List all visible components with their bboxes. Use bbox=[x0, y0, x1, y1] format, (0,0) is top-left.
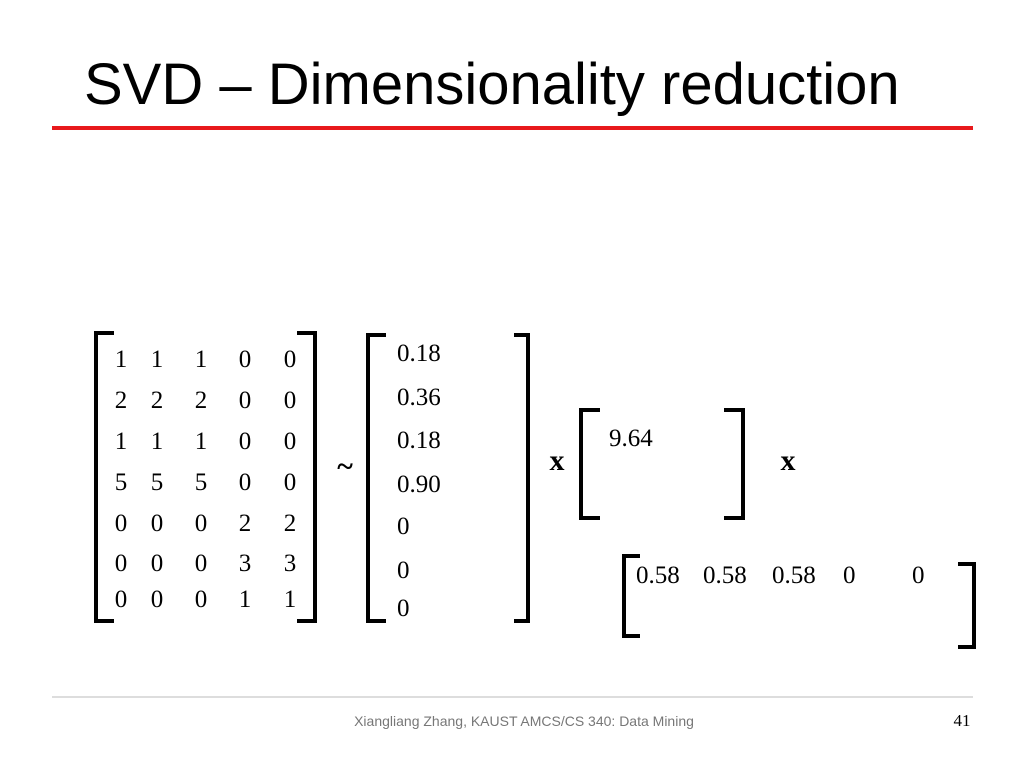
bracket bbox=[724, 408, 745, 520]
footer-text: Xiangliang Zhang, KAUST AMCS/CS 340: Dat… bbox=[354, 713, 694, 729]
u-cell: 0.36 bbox=[397, 384, 441, 411]
matrix-a-cell: 0 bbox=[115, 586, 128, 613]
u-cell: 0.90 bbox=[397, 471, 441, 498]
u-cell: 0 bbox=[397, 595, 410, 622]
matrix-a-cell: 1 bbox=[115, 428, 128, 455]
matrix-a-cell: 1 bbox=[195, 346, 208, 373]
matrix-a-cell: 2 bbox=[195, 387, 208, 414]
matrix-a-cell: 0 bbox=[284, 428, 297, 455]
matrix-a-cell: 1 bbox=[239, 586, 252, 613]
matrix-a-cell: 0 bbox=[151, 586, 164, 613]
matrix-a-cell: 0 bbox=[115, 510, 128, 537]
bracket bbox=[94, 331, 114, 623]
v-cell: 0.58 bbox=[772, 562, 816, 589]
u-cell: 0 bbox=[397, 557, 410, 584]
bracket bbox=[622, 554, 640, 638]
bracket bbox=[514, 333, 530, 623]
matrix-a-cell: 3 bbox=[284, 550, 297, 577]
title: SVD – Dimensionality reduction bbox=[84, 52, 900, 117]
matrix-a-cell: 5 bbox=[195, 469, 208, 496]
matrix-a-cell: 0 bbox=[115, 550, 128, 577]
matrix-a-cell: 1 bbox=[115, 346, 128, 373]
page-number: 41 bbox=[954, 711, 971, 730]
matrix-a-cell: 1 bbox=[195, 428, 208, 455]
bracket bbox=[958, 562, 976, 649]
matrix-a-cell: 0 bbox=[239, 387, 252, 414]
u-cell: 0.18 bbox=[397, 340, 441, 367]
times-operator: x bbox=[781, 444, 796, 477]
approx-operator: ~ bbox=[337, 450, 353, 483]
u-cell: 0.18 bbox=[397, 427, 441, 454]
matrix-a-cell: 2 bbox=[151, 387, 164, 414]
v-cell: 0.58 bbox=[636, 562, 680, 589]
v-cell: 0 bbox=[912, 562, 925, 589]
matrix-a-cell: 0 bbox=[284, 346, 297, 373]
matrix-a-cell: 0 bbox=[195, 550, 208, 577]
matrix-a-cell: 1 bbox=[151, 428, 164, 455]
bracket bbox=[579, 408, 600, 520]
matrix-a-cell: 0 bbox=[195, 510, 208, 537]
matrix-a-cell: 5 bbox=[115, 469, 128, 496]
bracket bbox=[297, 331, 317, 623]
times-operator: x bbox=[550, 444, 565, 477]
matrix-a-cell: 0 bbox=[284, 469, 297, 496]
matrix-a-cell: 0 bbox=[284, 387, 297, 414]
matrix-a-cell: 0 bbox=[195, 586, 208, 613]
v-cell: 0.58 bbox=[703, 562, 747, 589]
bracket bbox=[366, 333, 386, 623]
matrix-a-cell: 2 bbox=[284, 510, 297, 537]
matrix-a-cell: 5 bbox=[151, 469, 164, 496]
matrix-a-cell: 2 bbox=[239, 510, 252, 537]
matrix-a-cell: 0 bbox=[151, 550, 164, 577]
matrix-a-cell: 0 bbox=[239, 428, 252, 455]
matrix-a-cell: 1 bbox=[284, 586, 297, 613]
matrix-a-cell: 0 bbox=[239, 346, 252, 373]
title-rule bbox=[52, 126, 973, 130]
u-cell: 0 bbox=[397, 513, 410, 540]
matrix-a-cell: 0 bbox=[239, 469, 252, 496]
sigma-cell: 9.64 bbox=[609, 425, 653, 452]
matrix-a-cell: 2 bbox=[115, 387, 128, 414]
matrix-a-cell: 1 bbox=[151, 346, 164, 373]
v-cell: 0 bbox=[843, 562, 856, 589]
matrix-a-cell: 0 bbox=[151, 510, 164, 537]
matrix-a-cell: 3 bbox=[239, 550, 252, 577]
